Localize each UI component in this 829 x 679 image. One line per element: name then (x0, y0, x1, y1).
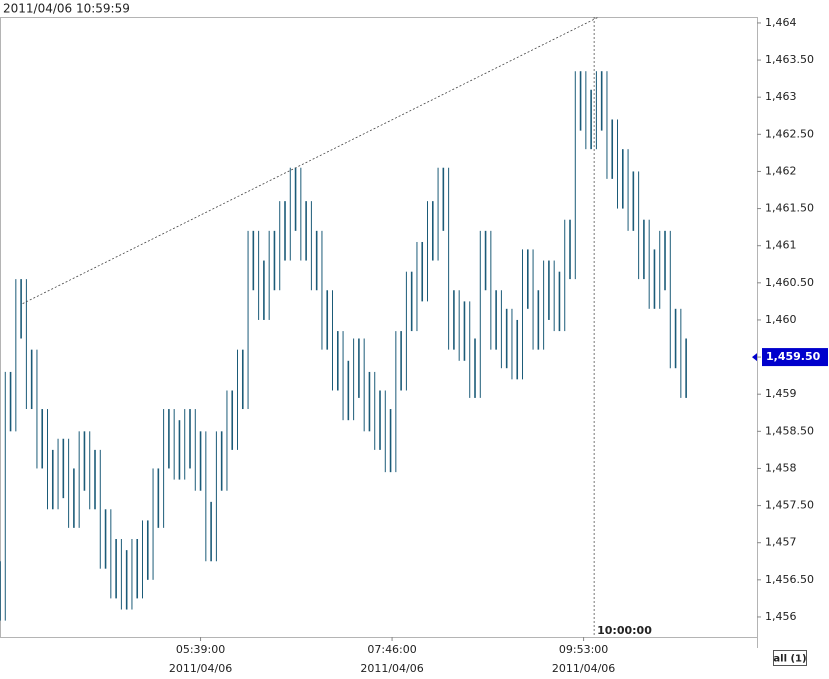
y-tick-label: 1,462.50 (765, 127, 814, 140)
button-label[interactable]: all (1) (773, 654, 806, 665)
y-tick-label: 1,462 (765, 164, 797, 177)
y-tick-label: 1,460.50 (765, 276, 814, 289)
y-tick-label: 1,460 (765, 313, 797, 326)
y-tick-label: 1,458 (765, 461, 797, 474)
trendline (22, 16, 599, 304)
crosshair-label-box (595, 624, 654, 637)
all-button[interactable]: all (1) (773, 650, 807, 666)
y-tick-label: 1,461 (765, 239, 797, 252)
y-tick-label: 1,457.50 (765, 499, 814, 512)
x-tick-date: 2011/04/06 (169, 662, 232, 675)
price-bars (0, 71, 687, 621)
y-tick-label: 1,456.50 (765, 573, 814, 586)
last-price-box (762, 348, 828, 367)
y-tick-label: 1,461.50 (765, 202, 814, 215)
y-tick-label: 1,463.50 (765, 53, 814, 66)
y-tick-label: 1,459 (765, 387, 797, 400)
x-tick-date: 2011/04/06 (552, 662, 615, 675)
last-price-pointer (752, 353, 757, 362)
y-tick-label: 1,464 (765, 16, 797, 29)
x-tick-label: 09:53:00 (559, 643, 608, 656)
x-tick-label: 05:39:00 (176, 643, 225, 656)
y-tick-label: 1,456 (765, 610, 797, 623)
y-tick-label: 1,457 (765, 536, 797, 549)
timestamp: 2011/04/06 10:59:59 (3, 2, 130, 16)
last-price-label: 1,459.50 (766, 350, 821, 363)
button-frame[interactable] (773, 650, 807, 666)
crosshair-label: 10:00:00 (597, 624, 652, 637)
y-tick-label: 1,463 (765, 90, 797, 103)
x-tick-date: 2011/04/06 (360, 662, 423, 675)
plot-frame (0, 17, 758, 638)
x-tick-label: 07:46:00 (367, 643, 416, 656)
y-tick-label: 1,458.50 (765, 424, 814, 437)
